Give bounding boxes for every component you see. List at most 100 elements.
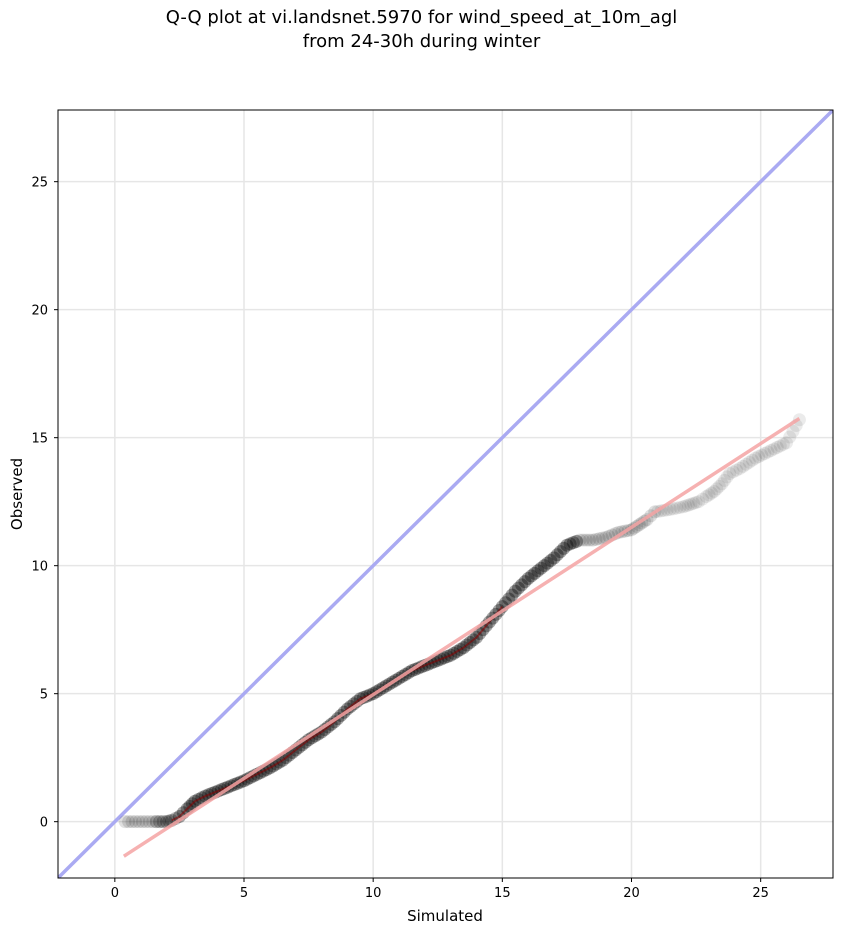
quantile-point (570, 534, 584, 548)
quantile-point (707, 484, 721, 498)
quantile-point (692, 495, 706, 509)
x-tick-label: 0 (111, 886, 119, 901)
x-axis-label: Simulated (407, 907, 483, 925)
quantile-point (773, 439, 787, 453)
quantile-point (518, 575, 532, 589)
quantile-point (786, 424, 800, 438)
fit-line (122, 417, 801, 858)
quantile-point (776, 437, 790, 451)
quantile-point (537, 559, 551, 573)
x-tick-label: 20 (623, 886, 640, 901)
quantile-point (118, 815, 132, 829)
quantile-point (566, 536, 580, 550)
quantile-point (586, 533, 600, 547)
x-tick-label: 15 (494, 886, 511, 901)
quantile-point (612, 525, 626, 539)
quantile-point (739, 457, 753, 471)
quantile-point (710, 482, 724, 496)
quantile-point (718, 473, 731, 487)
quantile-point (544, 554, 558, 568)
quantile-point (502, 592, 516, 606)
quantile-point (733, 461, 747, 475)
quantile-point (723, 467, 737, 481)
quantile-point (758, 447, 772, 461)
quantile-point (742, 455, 756, 469)
quantile-point (755, 448, 769, 462)
quantile-point (149, 815, 163, 829)
quantile-point (511, 581, 525, 595)
quantile-point (699, 490, 713, 504)
quantile-point (129, 815, 142, 829)
quantile-point (579, 533, 593, 547)
quantile-point (696, 492, 710, 506)
quantile-point (541, 556, 555, 570)
quantile-point (508, 584, 522, 598)
quantile-point (689, 496, 703, 510)
chart-title-line-1: Q-Q plot at vi.landsnet.5970 for wind_sp… (165, 7, 678, 28)
quantile-point (670, 501, 684, 515)
quantile-point (702, 488, 716, 502)
quantile-point (553, 545, 567, 559)
quantile-point (156, 815, 170, 829)
quantile-point (583, 533, 597, 547)
quantile-point (573, 533, 587, 547)
y-axis-label: Observed (8, 458, 26, 530)
quantile-point (705, 486, 719, 500)
quantile-point (770, 440, 784, 454)
quantile-point (153, 815, 167, 829)
quantile-point (712, 479, 726, 493)
quantile-point (521, 571, 535, 585)
quantile-point (666, 502, 680, 516)
quantile-point (528, 566, 542, 580)
y-tick-label: 15 (31, 432, 48, 447)
x-tick-label: 25 (752, 886, 769, 901)
quantile-point (681, 498, 695, 512)
quantile-point (135, 815, 149, 829)
quantile-point (761, 445, 775, 459)
quantile-point (531, 564, 545, 578)
quantile-point (557, 541, 571, 555)
quantile-point (730, 463, 744, 477)
quantile-point (560, 538, 574, 552)
x-tick-label: 5 (240, 886, 248, 901)
quantile-point (684, 497, 698, 511)
plot-frame (57, 109, 834, 879)
quantile-point (673, 500, 687, 514)
identity-line (58, 110, 833, 878)
quantile-point (589, 532, 603, 546)
quantile-point (595, 531, 609, 545)
quantile-point (720, 470, 734, 484)
quantile-point (125, 815, 139, 829)
quantile-point (122, 815, 136, 829)
y-tick-label: 20 (31, 304, 48, 319)
y-axis: 0 5 10 15 20 25 (31, 176, 58, 831)
quantile-point (524, 569, 538, 583)
y-tick-label: 5 (40, 688, 48, 703)
quantile-point (764, 443, 778, 457)
quantile-point (767, 442, 781, 456)
quantile-point (534, 561, 548, 575)
y-tick-label: 25 (31, 176, 48, 191)
x-axis: 0 5 10 15 20 25 (111, 878, 769, 901)
quantile-point (576, 533, 590, 547)
quantile-point (780, 436, 793, 450)
quantile-point (745, 453, 759, 467)
x-tick-label: 10 (365, 886, 382, 901)
quantile-point (726, 465, 740, 479)
quantile-point (715, 477, 729, 491)
quantile-point (676, 500, 690, 514)
quantile-point (563, 537, 577, 551)
y-tick-label: 0 (40, 816, 48, 831)
quantile-point (132, 815, 146, 829)
grid (58, 110, 833, 878)
quantile-point (783, 430, 797, 444)
quantile-point (146, 815, 160, 829)
quantile-point (515, 578, 529, 592)
quantile-point (142, 815, 156, 829)
chart-title-line-2: from 24-30h during winter (302, 31, 541, 52)
quantile-point (505, 588, 519, 602)
quantile-point (736, 459, 750, 473)
y-tick-label: 10 (31, 560, 48, 575)
quantile-point (749, 451, 762, 465)
